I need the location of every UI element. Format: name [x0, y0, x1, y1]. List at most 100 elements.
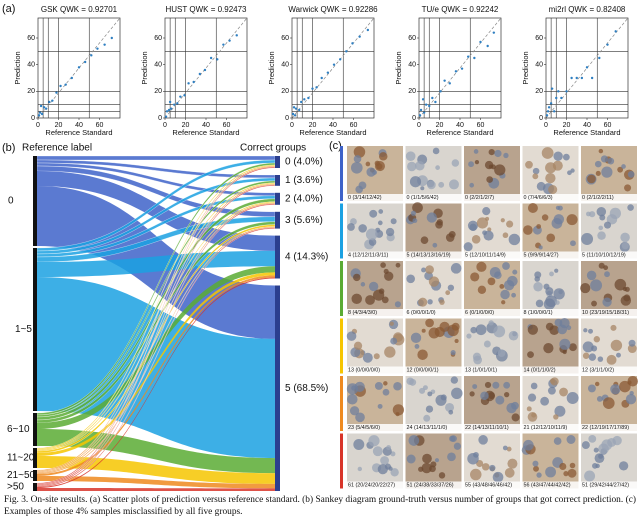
y-tick-label: 40	[535, 62, 543, 69]
cell	[503, 381, 511, 389]
cell	[447, 324, 459, 337]
sankey-left-node	[33, 448, 37, 468]
cell	[523, 439, 534, 451]
cell	[492, 381, 500, 389]
figure: (a) (b) (c) GSK QWK = 0.92701 0 20 40 60 0 20 4…	[2, 3, 638, 493]
cell	[597, 356, 604, 362]
cell	[586, 211, 591, 217]
cell	[500, 289, 510, 300]
cell	[374, 381, 383, 390]
cell	[447, 284, 455, 291]
scatter-point	[203, 68, 207, 72]
sankey-left-title: Reference label	[22, 143, 92, 154]
cell	[549, 271, 554, 277]
cell	[418, 297, 428, 307]
x-tick-label: 20	[436, 122, 444, 129]
cell	[624, 184, 632, 192]
caption-strip	[405, 481, 462, 489]
cell	[545, 466, 556, 478]
cell	[412, 218, 418, 224]
example-caption: 5 (9/9/9/14/27)	[524, 253, 559, 259]
cell	[557, 324, 568, 335]
scatter-point	[164, 115, 168, 118]
cell	[390, 337, 398, 345]
scatter-point	[570, 76, 573, 80]
cell	[406, 274, 416, 284]
example-caption: 8 (1/0/0/0/1)	[524, 310, 553, 316]
figure-caption: Fig. 3. On-site results. (a) Scatter plo…	[4, 495, 636, 517]
caption-strip	[581, 366, 637, 374]
sankey-flow	[37, 275, 275, 476]
example-caption: 0 (7/4/6/6/3)	[524, 195, 553, 201]
scatter-point	[421, 98, 425, 101]
cell	[595, 170, 601, 176]
x-tick-label: 40	[75, 122, 83, 129]
scatter-point	[48, 100, 51, 104]
scatter-point	[320, 76, 323, 80]
scatter-point	[297, 108, 301, 112]
example-caption: 13 (1/0/1/0/1)	[465, 368, 497, 374]
example-caption: 12 (3/1/1/0/2)	[582, 368, 614, 374]
caption-strip	[405, 424, 462, 431]
cell	[480, 391, 489, 401]
cell	[601, 166, 613, 178]
cell	[419, 387, 426, 394]
example-caption: 6 (0/0/0/1/0)	[407, 310, 436, 316]
example-caption: 22 (12/19/17/17/89)	[582, 425, 629, 431]
cell	[393, 381, 402, 391]
cell	[550, 377, 559, 386]
scatter-point	[439, 90, 442, 93]
x-tick-label: 0	[544, 122, 548, 129]
cell	[570, 240, 576, 247]
cell	[451, 387, 463, 400]
cell	[412, 202, 423, 213]
x-tick-label: 40	[583, 122, 591, 129]
cell	[425, 318, 434, 328]
caption-strip	[347, 481, 403, 489]
cell	[417, 349, 428, 360]
caption-strip	[464, 424, 520, 431]
cell	[502, 232, 509, 239]
cell	[598, 262, 605, 269]
cell	[559, 338, 571, 350]
y-axis-label: Prediction	[140, 51, 149, 84]
cell	[390, 451, 396, 457]
scatter-point	[77, 66, 81, 69]
caption-strip	[405, 194, 462, 201]
cell	[346, 383, 359, 395]
diagonal	[545, 17, 629, 119]
caption-strip	[581, 424, 637, 431]
caption-strip	[522, 309, 579, 316]
cell	[438, 181, 445, 188]
cell	[587, 384, 596, 393]
scatter-point	[443, 79, 446, 82]
panel-label: (c)	[329, 140, 342, 152]
sankey-left-label: 1~5	[15, 324, 32, 335]
caption-strip	[581, 194, 637, 201]
cell	[474, 160, 480, 165]
x-tick-label: 60	[477, 122, 485, 129]
scatter-point	[179, 95, 182, 98]
cell	[589, 211, 596, 218]
cell	[628, 339, 636, 347]
x-tick-label: 20	[55, 122, 63, 129]
cell	[382, 388, 390, 396]
cell	[438, 472, 446, 479]
caption-strip	[347, 251, 403, 259]
row-color-bar	[340, 376, 343, 431]
scatter-point	[473, 56, 476, 60]
y-tick-label: 40	[154, 62, 162, 69]
cell	[555, 300, 560, 305]
cell	[388, 466, 393, 471]
scatter-point	[110, 36, 114, 40]
cell	[390, 218, 397, 225]
example-caption: 21 (12/12/10/11/9)	[524, 425, 568, 431]
cell	[368, 435, 380, 447]
cell	[377, 464, 388, 475]
caption-strip	[464, 309, 520, 316]
cell	[473, 149, 479, 154]
example-caption: 51 (29/42/44/27/42)	[582, 483, 629, 489]
cell	[365, 295, 375, 305]
scatter-point	[291, 112, 295, 116]
cell	[421, 328, 426, 333]
